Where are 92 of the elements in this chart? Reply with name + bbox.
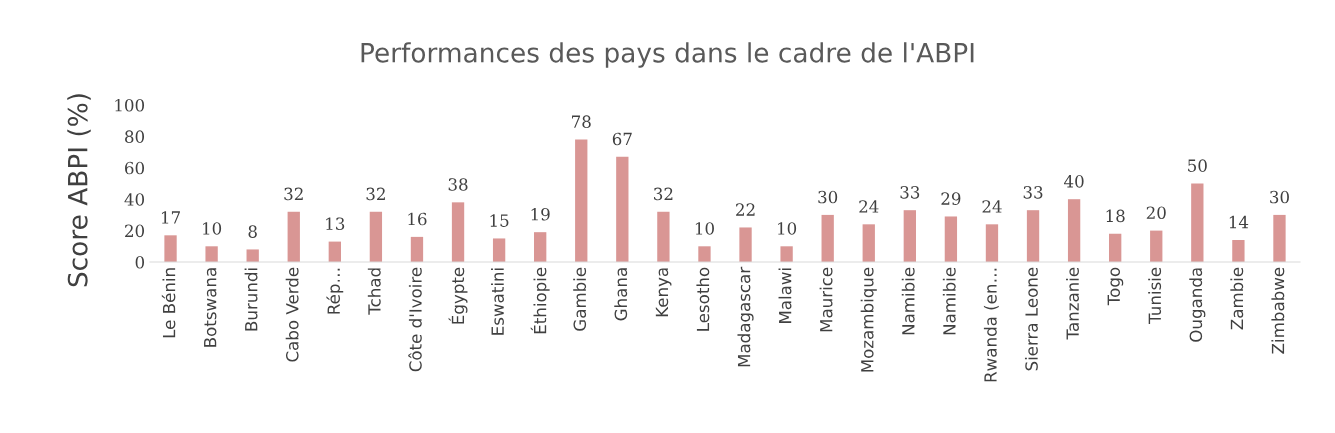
bar <box>862 224 875 262</box>
x-tick-label: Tchad <box>367 268 381 315</box>
data-label: 38 <box>448 178 468 191</box>
bar <box>205 246 218 262</box>
bar <box>1067 199 1081 262</box>
x-tick-label: Zambie <box>1230 267 1244 330</box>
bar <box>369 211 383 262</box>
data-label: 10 <box>203 222 222 235</box>
data-label: 15 <box>490 214 509 227</box>
chart-title: Performances des pays dans le cadre de l'ABPI <box>361 42 974 68</box>
bar <box>1191 183 1204 262</box>
x-tick-label: Cabo Verde <box>285 267 299 362</box>
x-tick-label: Ghana <box>614 268 628 321</box>
data-label: 22 <box>736 203 755 216</box>
x-tick-label: Gambie <box>573 267 587 331</box>
x-tick-label: Rwanda (en… <box>983 268 999 382</box>
bar <box>246 249 259 262</box>
bar <box>1150 230 1163 262</box>
bar <box>1273 214 1286 262</box>
bar <box>1109 233 1122 262</box>
bar <box>328 241 341 262</box>
bar <box>821 214 834 262</box>
bar <box>657 211 670 262</box>
bar <box>164 235 177 262</box>
x-tick-label: Maurice <box>819 267 833 332</box>
bar <box>575 139 588 262</box>
x-tick-label: Côte d'Ivoire <box>408 267 422 372</box>
bar <box>410 236 424 262</box>
y-tick-label: 0 <box>135 255 145 269</box>
x-tick-label: Éthiopie <box>530 267 550 334</box>
data-label: 16 <box>408 212 427 226</box>
bar <box>1026 210 1040 262</box>
x-tick-label: Sierra Leone <box>1024 267 1038 371</box>
data-label: 32 <box>366 187 385 201</box>
data-label: 67 <box>612 132 632 146</box>
bar <box>287 211 300 262</box>
y-tick-label: 40 <box>124 193 145 206</box>
data-label: 14 <box>1229 215 1249 229</box>
y-tick-label: 80 <box>125 130 145 143</box>
x-tick-label: Madagascar <box>737 266 754 367</box>
data-label: 24 <box>982 200 1002 213</box>
x-tick-label: Kenya <box>655 268 672 317</box>
x-tick-label: Ouganda <box>1189 268 1206 342</box>
bar <box>534 232 547 262</box>
data-label: 8 <box>248 225 257 238</box>
data-label: 20 <box>1146 206 1166 220</box>
bar <box>903 210 916 262</box>
data-label: 29 <box>941 192 961 205</box>
bar <box>698 246 711 262</box>
x-tick-label: Namibie <box>901 267 915 335</box>
x-tick-label: Égypte <box>448 267 468 324</box>
data-label: 33 <box>900 186 920 199</box>
data-label: 18 <box>1106 209 1125 223</box>
y-axis-title: Score ABPI (%) <box>67 94 91 287</box>
x-tick-label: Lesotho <box>696 267 710 331</box>
bar <box>985 224 999 262</box>
x-tick-label: Mozambique <box>860 267 877 372</box>
data-label: 30 <box>818 190 838 204</box>
bar <box>1232 240 1245 262</box>
x-tick-label: Zimbabwe <box>1271 267 1285 354</box>
data-label: 19 <box>531 208 550 221</box>
data-label: 78 <box>572 115 591 128</box>
bar <box>492 238 506 262</box>
data-label: 40 <box>1064 175 1084 188</box>
x-tick-label: Tanzanie <box>1066 267 1079 340</box>
data-label: 10 <box>695 222 714 235</box>
x-tick-label: Burundi <box>244 268 258 331</box>
bar <box>451 202 465 262</box>
data-label: 33 <box>1023 186 1043 199</box>
bar <box>739 227 752 262</box>
y-tick-label: 100 <box>115 98 145 112</box>
data-label: 24 <box>859 200 879 213</box>
x-tick-label: Botswana <box>204 268 217 347</box>
data-label: 30 <box>1270 190 1289 204</box>
data-label: 13 <box>326 217 345 231</box>
x-tick-label: Malawi <box>778 268 792 323</box>
data-label: 32 <box>284 187 303 201</box>
x-tick-label: Namibie <box>942 267 956 335</box>
x-tick-label: Rép… <box>326 268 344 314</box>
bar <box>780 246 793 262</box>
x-tick-label: Togo <box>1107 267 1124 306</box>
data-label: 17 <box>161 211 180 224</box>
x-tick-label: Eswatini <box>491 268 504 335</box>
y-tick-label: 60 <box>125 161 145 175</box>
x-tick-label: Tunisie <box>1148 267 1162 324</box>
data-label: 10 <box>778 222 797 235</box>
bar <box>616 156 629 262</box>
data-label: 32 <box>654 187 673 201</box>
x-tick-label: Le Bénin <box>161 268 176 338</box>
bar <box>944 216 958 262</box>
data-label: 50 <box>1188 159 1207 172</box>
y-tick-label: 20 <box>125 224 145 238</box>
